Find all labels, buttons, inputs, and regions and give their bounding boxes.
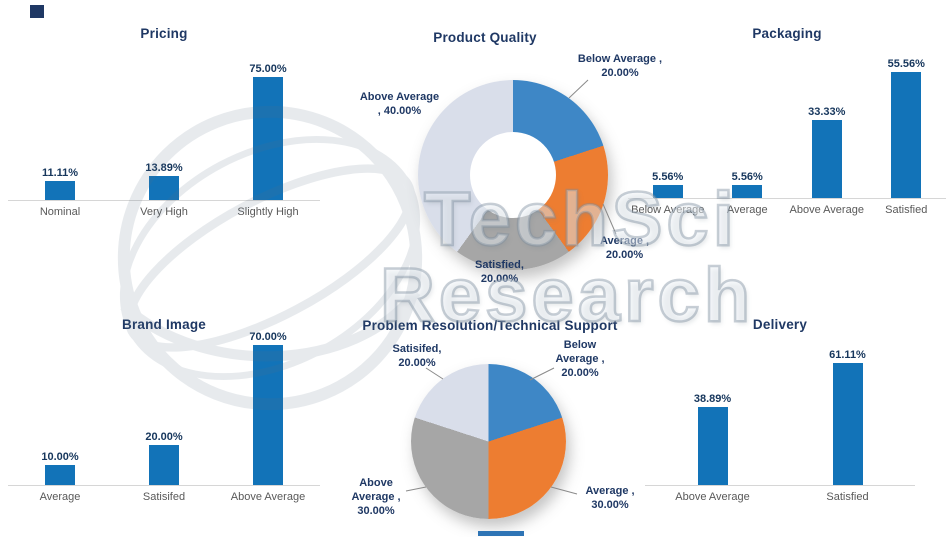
bar-group: 10.00% xyxy=(8,325,112,485)
bar-value-label: 75.00% xyxy=(249,63,287,75)
callout-average: Average , 30.00% xyxy=(570,484,650,512)
bar-value-label: 11.11% xyxy=(41,166,79,179)
bar-group: 20.00% xyxy=(112,325,216,485)
bar xyxy=(149,445,179,485)
category-label: Above Average xyxy=(675,491,750,503)
bar-group: 55.56% xyxy=(867,58,947,198)
chart-title: Brand Image xyxy=(122,317,206,332)
bar-value-label: 13.89% xyxy=(145,162,183,175)
callout-below-average: Below Average , 20.00% xyxy=(570,52,670,80)
category-label: Slightly High xyxy=(237,206,299,218)
callout-average: Average , 20.00% xyxy=(582,234,667,262)
chart-title: Product Quality xyxy=(433,30,537,45)
callout-line: 20.00% xyxy=(605,249,644,261)
callout-line: Below Average , xyxy=(577,53,663,65)
category-label: Satisifed xyxy=(142,491,186,503)
callout-above-average: Above Average , 40.00% xyxy=(342,90,457,118)
bar-value-label: 10.00% xyxy=(41,451,79,463)
product-quality-donut xyxy=(418,80,608,270)
packaging-chart: Packaging 5.56% 5.56% 33.33% 55.56% Below A… xyxy=(628,14,946,248)
problem-resolution-pie xyxy=(411,364,566,519)
callout-line: 20.00% xyxy=(398,357,436,369)
bar-value-label: 5.56% xyxy=(731,171,763,184)
callout-line: 30.00% xyxy=(357,505,395,517)
category-label: Satisfied xyxy=(885,204,928,216)
bar xyxy=(149,176,179,200)
category-axis: Average Satisifed Above Average xyxy=(8,486,320,504)
callout-line: 30.00% xyxy=(591,499,629,511)
bar xyxy=(45,465,75,485)
bar xyxy=(253,77,283,200)
callout-satisifed: Satisifed, 20.00% xyxy=(372,342,462,370)
product-quality-chart: Product Quality Below Average , 20.00% A… xyxy=(330,18,662,290)
callout-line: 20.00% xyxy=(561,367,599,379)
bar-value-label: 61.11% xyxy=(829,348,866,361)
bar-group: 5.56% xyxy=(708,58,788,198)
bar-group: 61.11% xyxy=(780,345,915,485)
pricing-chart: Pricing 11.11% 13.89% 75.00% Nominal Very H… xyxy=(8,14,320,244)
bar-group: 11.11% xyxy=(8,63,112,200)
chart-title: Pricing xyxy=(140,26,188,41)
plot-area: 5.56% 5.56% 33.33% 55.56% xyxy=(628,58,946,199)
bar-group: 75.00% xyxy=(216,63,320,200)
chart-title: Packaging xyxy=(752,26,822,41)
chart-title: Problem Resolution/Technical Support xyxy=(362,318,618,333)
callout-line: , 40.00% xyxy=(377,105,422,117)
callout-line: Average , xyxy=(599,235,650,247)
category-axis: Above Average Satisfied xyxy=(645,486,915,504)
category-label: Below Average xyxy=(631,204,705,216)
bar-group: 13.89% xyxy=(112,63,216,200)
plot-area: 11.11% 13.89% 75.00% xyxy=(8,63,320,201)
callout-line: Average , xyxy=(555,353,605,365)
plot-area: 10.00% 20.00% 70.00% xyxy=(8,325,320,486)
callout-line: 20.00% xyxy=(601,67,639,79)
category-label: Satisfied xyxy=(826,491,869,503)
bar xyxy=(732,185,763,198)
bar-value-label: 33.33% xyxy=(808,106,846,119)
category-label: Above Average xyxy=(230,491,306,503)
bar-group: 33.33% xyxy=(787,58,867,198)
category-axis: Nominal Very High Slightly High xyxy=(8,201,320,219)
callout-line: Average , xyxy=(351,491,401,503)
callout-line: Above Average xyxy=(359,91,440,103)
callout-satisfied: Satisfied, 20.00% xyxy=(442,258,557,286)
callout-line: Satisifed, xyxy=(392,343,442,355)
brand-image-chart: Brand Image 10.00% 20.00% 70.00% Average Sa… xyxy=(8,305,320,533)
category-axis: Below Average Average Above Average Satisfi… xyxy=(628,199,946,217)
problem-resolution-chart: Problem Resolution/Technical Support Sat… xyxy=(330,306,650,537)
bar xyxy=(697,407,728,485)
callout-line: Below xyxy=(563,339,597,351)
bar xyxy=(652,185,683,198)
callout-below-average: Below Average , 20.00% xyxy=(540,338,620,380)
footer-accent-bar xyxy=(478,531,524,536)
corner-logo-mark xyxy=(30,5,44,18)
bar-group: 70.00% xyxy=(216,325,320,485)
callout-line: Average , xyxy=(585,485,635,497)
callout-above-average: Above Average , 30.00% xyxy=(332,476,420,518)
callout-line: 20.00% xyxy=(480,273,519,285)
category-label: Very High xyxy=(140,206,188,218)
delivery-chart: Delivery 38.89% 61.11% Above Average Satis… xyxy=(645,305,915,533)
category-label: Average xyxy=(39,491,81,503)
bar xyxy=(45,180,75,200)
category-label: Nominal xyxy=(39,206,81,218)
bar-value-label: 5.56% xyxy=(652,171,684,184)
bar-value-label: 55.56% xyxy=(887,58,925,70)
bar xyxy=(832,362,863,485)
bar-value-label: 38.89% xyxy=(693,393,732,406)
category-label: Above Average xyxy=(789,204,864,216)
bar-group: 5.56% xyxy=(628,58,708,198)
bar xyxy=(253,345,283,485)
callout-line: Satisfied, xyxy=(475,259,524,271)
bar xyxy=(811,120,842,198)
bar xyxy=(891,72,922,198)
bar-value-label: 70.00% xyxy=(249,331,287,343)
chart-title: Delivery xyxy=(752,317,808,332)
category-label: Average xyxy=(726,204,768,216)
plot-area: 38.89% 61.11% xyxy=(645,345,915,486)
bar-group: 38.89% xyxy=(645,345,780,485)
bar-value-label: 20.00% xyxy=(145,431,183,443)
callout-line: Above xyxy=(359,477,393,489)
